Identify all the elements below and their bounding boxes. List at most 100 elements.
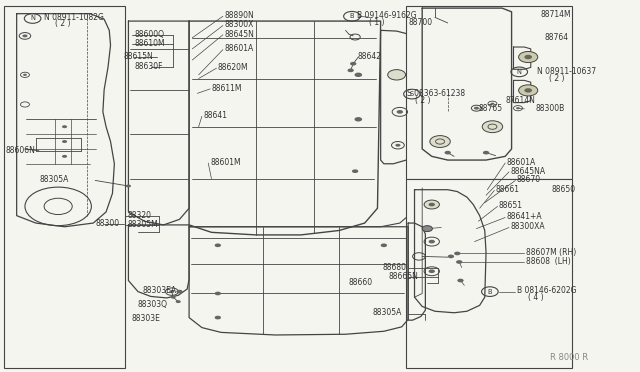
- Text: 88641: 88641: [204, 111, 228, 120]
- Circle shape: [516, 107, 520, 109]
- Text: 88680: 88680: [383, 263, 406, 272]
- Text: 88765: 88765: [478, 104, 502, 113]
- Text: 88641+A: 88641+A: [506, 212, 542, 221]
- Circle shape: [424, 200, 440, 209]
- Text: 88305A: 88305A: [39, 175, 68, 184]
- Text: ( 2 ): ( 2 ): [55, 19, 70, 28]
- Text: B: B: [349, 13, 354, 19]
- Text: 88650: 88650: [551, 185, 575, 194]
- Circle shape: [448, 254, 454, 258]
- Text: 88601M: 88601M: [210, 158, 241, 167]
- Circle shape: [454, 251, 461, 255]
- Text: 88300XA: 88300XA: [510, 222, 545, 231]
- Text: N 08911-10637: N 08911-10637: [537, 67, 596, 76]
- Circle shape: [429, 203, 435, 206]
- Circle shape: [214, 316, 221, 320]
- Text: 88665N: 88665N: [389, 272, 419, 280]
- Circle shape: [126, 185, 131, 187]
- Circle shape: [62, 140, 67, 143]
- Text: 88611M: 88611M: [211, 84, 242, 93]
- Circle shape: [397, 110, 403, 114]
- Text: 88714M: 88714M: [540, 10, 571, 19]
- FancyBboxPatch shape: [4, 6, 125, 368]
- Text: 88320: 88320: [127, 211, 151, 220]
- Circle shape: [352, 169, 358, 173]
- Circle shape: [422, 226, 433, 232]
- Circle shape: [171, 296, 175, 299]
- Text: ( 1 ): ( 1 ): [369, 19, 384, 28]
- Circle shape: [445, 151, 451, 154]
- Circle shape: [214, 292, 221, 295]
- Text: 88661: 88661: [495, 185, 520, 194]
- Text: S 08363-61238: S 08363-61238: [408, 89, 466, 98]
- Text: 88645N: 88645N: [224, 29, 254, 39]
- Text: N: N: [517, 69, 522, 75]
- Circle shape: [524, 55, 532, 59]
- Text: R 8000 R: R 8000 R: [550, 353, 588, 362]
- Circle shape: [388, 70, 406, 80]
- Circle shape: [396, 144, 401, 147]
- Text: N: N: [30, 16, 35, 22]
- Circle shape: [214, 243, 221, 247]
- Circle shape: [483, 151, 489, 154]
- FancyBboxPatch shape: [406, 179, 572, 368]
- Text: 87614N: 87614N: [505, 96, 535, 105]
- Circle shape: [518, 85, 538, 96]
- Text: 88606N: 88606N: [5, 146, 35, 155]
- Text: 88600Q: 88600Q: [135, 29, 165, 39]
- Text: 88615N: 88615N: [124, 52, 153, 61]
- Text: 88660: 88660: [349, 278, 373, 287]
- Circle shape: [355, 117, 362, 122]
- Circle shape: [490, 103, 494, 105]
- Text: 88607M (RH): 88607M (RH): [525, 248, 576, 257]
- Text: 88670: 88670: [516, 175, 541, 184]
- Circle shape: [482, 121, 502, 133]
- Text: 88601A: 88601A: [224, 44, 253, 53]
- Circle shape: [23, 74, 27, 76]
- Text: 88303E: 88303E: [132, 314, 161, 323]
- Text: ( 4 ): ( 4 ): [528, 294, 544, 302]
- Text: 88651: 88651: [499, 201, 523, 210]
- Text: B 09146-9162G: B 09146-9162G: [357, 11, 417, 20]
- Text: 88630F: 88630F: [135, 62, 163, 71]
- Circle shape: [518, 51, 538, 62]
- Circle shape: [355, 73, 362, 77]
- Circle shape: [456, 260, 463, 264]
- Text: 88642: 88642: [357, 52, 381, 61]
- Text: 88764: 88764: [545, 32, 569, 42]
- Text: 88305M: 88305M: [127, 220, 158, 229]
- Circle shape: [22, 35, 28, 37]
- Text: ( 2 ): ( 2 ): [415, 96, 430, 105]
- Circle shape: [524, 88, 532, 93]
- Circle shape: [62, 155, 67, 158]
- Circle shape: [430, 136, 451, 147]
- Text: 88645NA: 88645NA: [510, 167, 545, 176]
- FancyBboxPatch shape: [406, 6, 572, 179]
- Text: 88305A: 88305A: [372, 308, 402, 317]
- Text: 88300: 88300: [95, 219, 119, 228]
- Circle shape: [429, 240, 435, 243]
- Text: 88700: 88700: [408, 19, 432, 28]
- Text: 88601A: 88601A: [506, 158, 536, 167]
- Text: 88610M: 88610M: [135, 39, 165, 48]
- Circle shape: [62, 125, 67, 128]
- Text: 88890N: 88890N: [224, 11, 254, 20]
- Circle shape: [429, 269, 435, 273]
- Text: 88608  (LH): 88608 (LH): [525, 257, 570, 266]
- Circle shape: [350, 62, 356, 65]
- Circle shape: [474, 107, 479, 110]
- Text: B: B: [488, 289, 492, 295]
- Circle shape: [176, 290, 182, 294]
- Text: 88300X: 88300X: [224, 20, 253, 29]
- Text: S: S: [410, 91, 414, 97]
- Text: 88620M: 88620M: [218, 63, 248, 72]
- Text: 88303EA: 88303EA: [143, 286, 177, 295]
- Circle shape: [170, 290, 174, 293]
- Text: 88303Q: 88303Q: [138, 300, 168, 309]
- Text: N 08911-1082G: N 08911-1082G: [44, 13, 104, 22]
- Text: B 08146-6202G: B 08146-6202G: [516, 286, 576, 295]
- Circle shape: [348, 68, 354, 72]
- Circle shape: [175, 300, 180, 303]
- Circle shape: [381, 243, 387, 247]
- Text: ( 2 ): ( 2 ): [548, 74, 564, 83]
